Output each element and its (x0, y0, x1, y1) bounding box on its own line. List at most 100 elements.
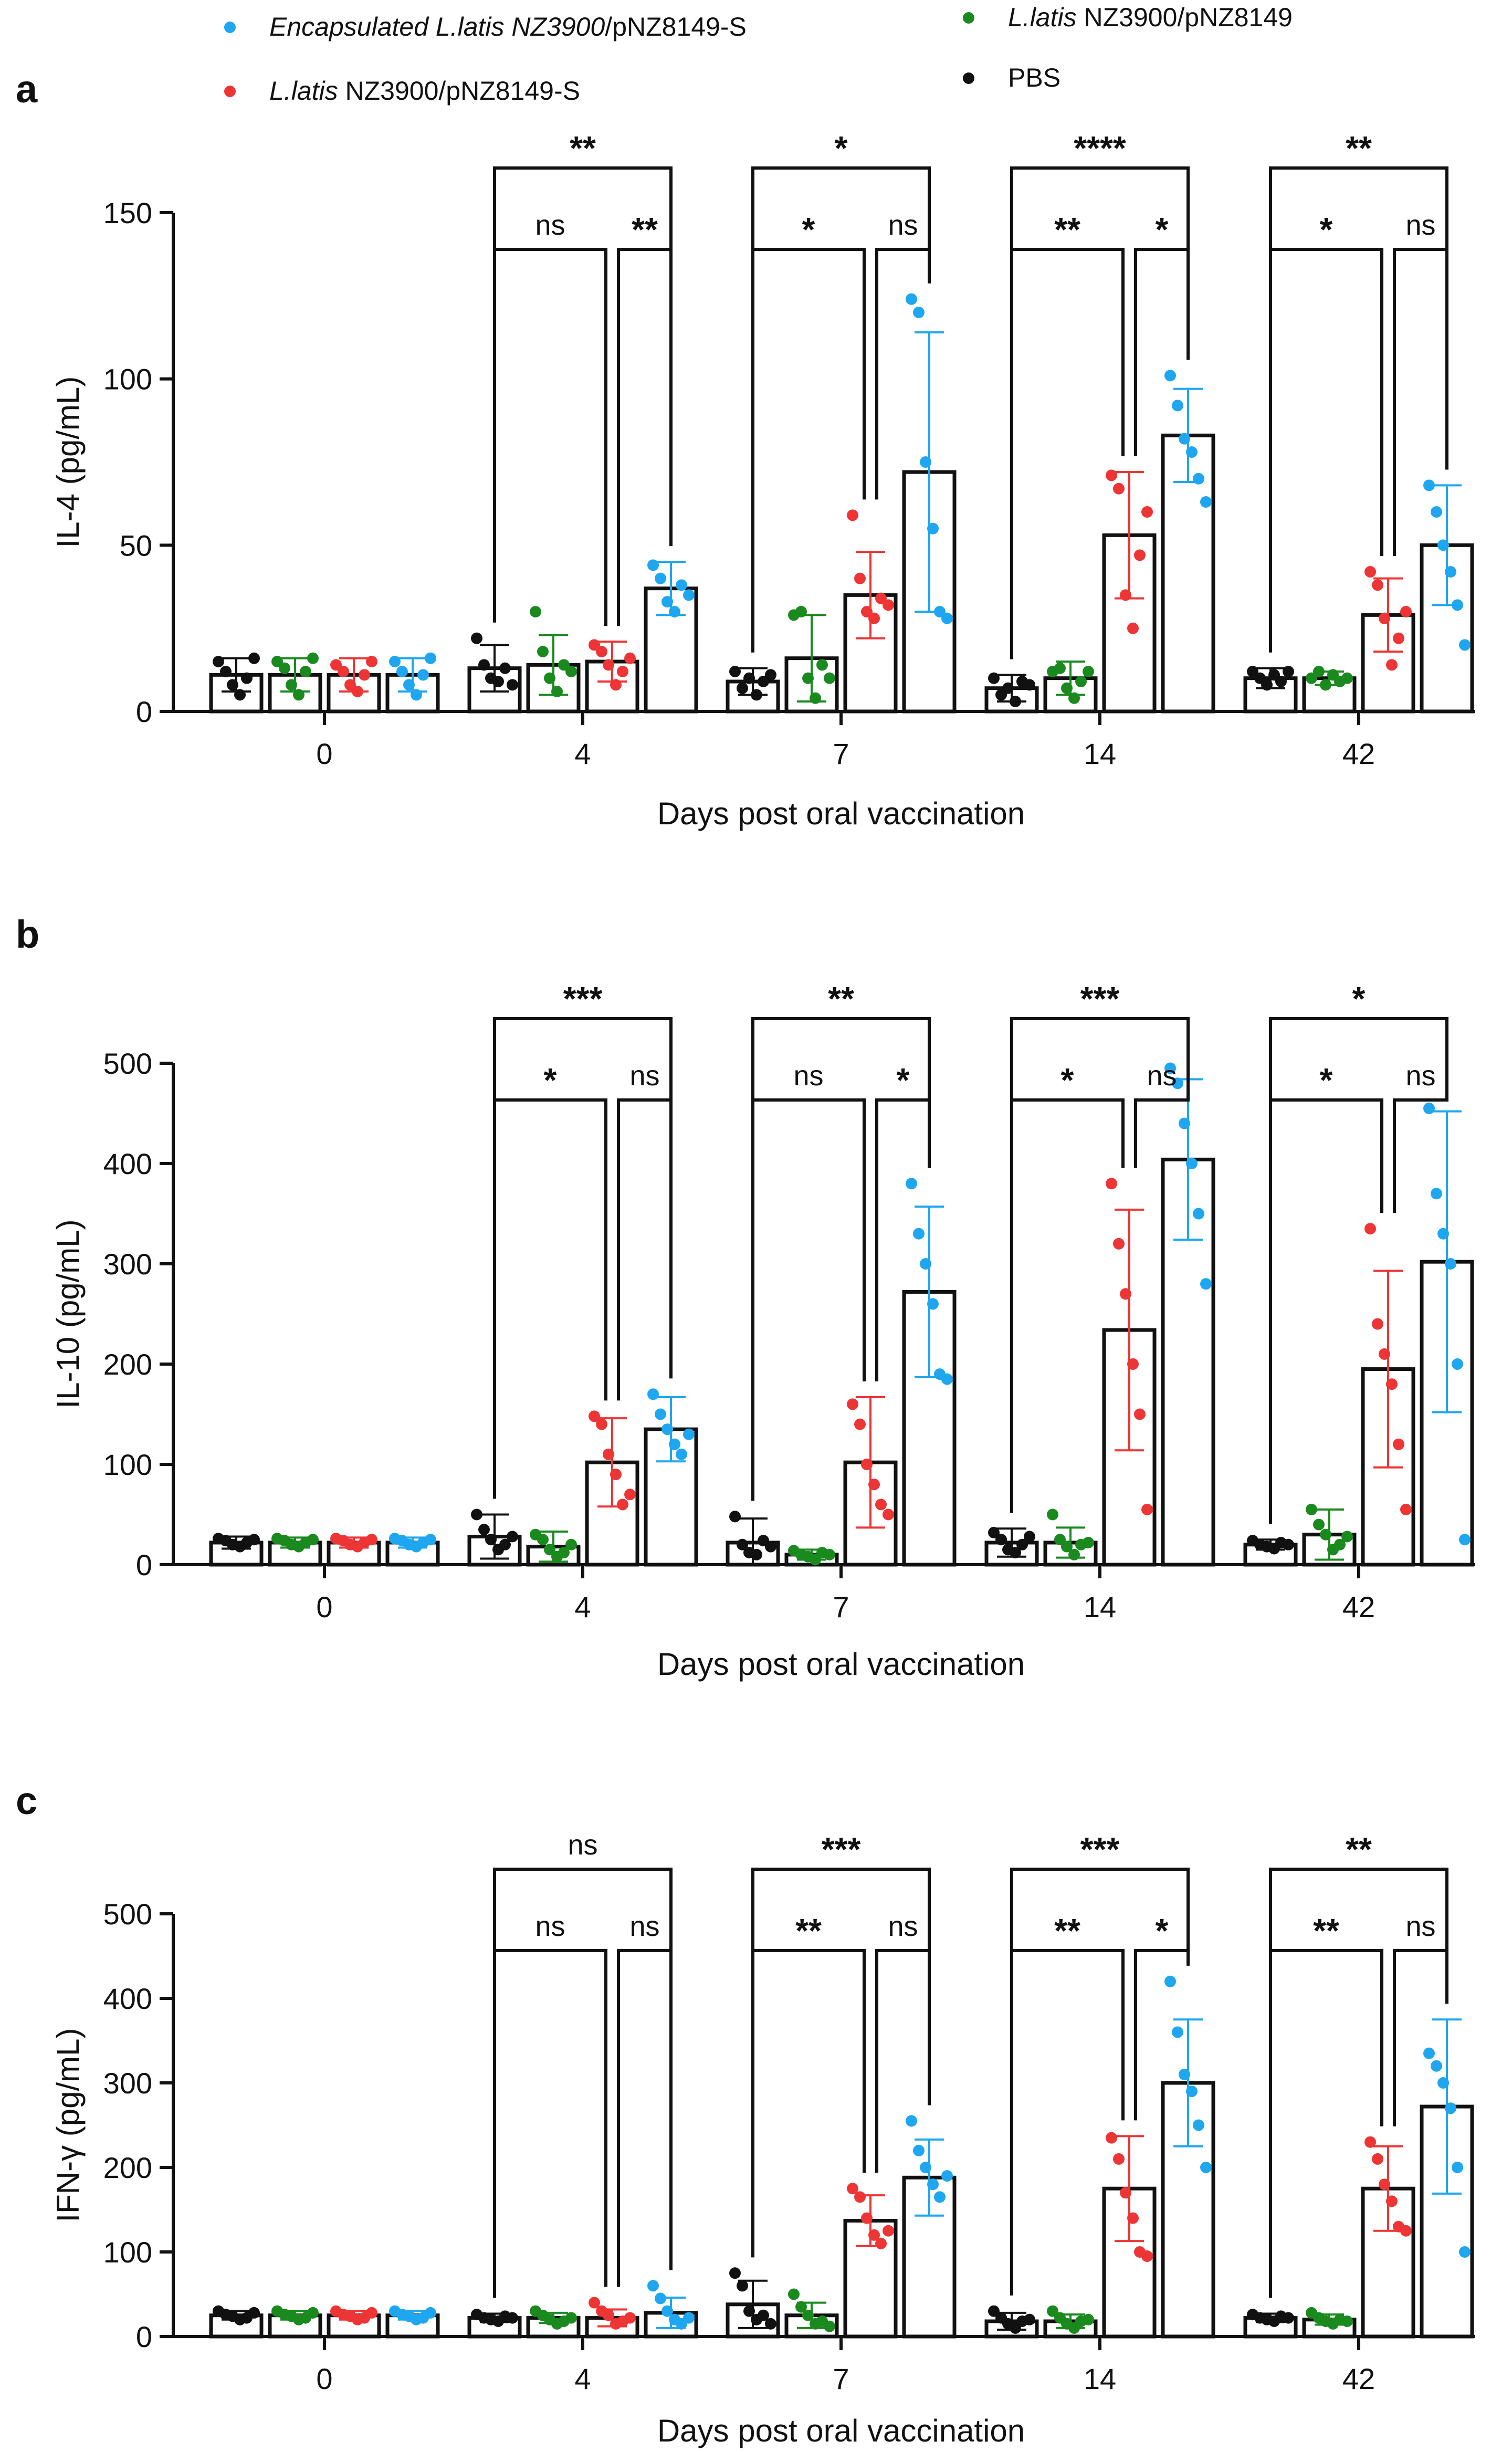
data-point (1364, 2136, 1376, 2148)
data-point (927, 1298, 939, 1310)
legend-label-plain: /pNZ8149-S (605, 12, 747, 41)
data-point (683, 1428, 695, 1440)
chart-panels: a 0 50 100 150 IL-4 (pg/mL) 0 4 7 14 42 Days post o… (16, 67, 1475, 2448)
y-tick-label: 0 (136, 1548, 152, 1581)
data-point (589, 2297, 600, 2309)
significance-label: ns (1405, 1911, 1435, 1942)
data-point (988, 2305, 1000, 2317)
y-tick-label: 100 (103, 1448, 152, 1481)
significance-label: *** (1080, 980, 1120, 1018)
data-point (478, 659, 490, 671)
data-point (1193, 473, 1204, 485)
data-point (920, 2162, 931, 2173)
y-axis-title: IFN-γ (pg/mL) (50, 2028, 86, 2222)
data-point (499, 662, 511, 674)
data-point (565, 1538, 577, 1550)
data-point (995, 1534, 1007, 1546)
data-point (617, 1499, 628, 1511)
data-point (1120, 2187, 1131, 2199)
data-point (507, 1531, 518, 1543)
significance-bracket (1134, 1052, 1190, 1168)
data-point (1364, 566, 1376, 578)
data-point (1186, 1158, 1198, 1169)
data-point (1061, 1541, 1073, 1553)
data-point (655, 1408, 666, 1420)
data-point (1320, 679, 1331, 691)
data-point (610, 1469, 622, 1481)
data-point (425, 2307, 436, 2319)
x-tick-label: 4 (574, 2362, 591, 2395)
significance-bracket (493, 1098, 607, 1499)
data-point (279, 662, 290, 674)
significance-label: * (835, 129, 848, 167)
data-point (988, 1526, 1000, 1538)
data-point (824, 2320, 835, 2332)
significance-label: * (1156, 1912, 1169, 1950)
data-point (403, 679, 415, 691)
data-point (596, 646, 607, 657)
data-point (913, 307, 925, 318)
data-point (307, 1534, 319, 1546)
data-point (1106, 2132, 1117, 2144)
data-point (1141, 1503, 1153, 1515)
legend-label-s: L.latis NZ3900/pNZ8149-S (269, 76, 580, 106)
x-tick-label: 4 (574, 1590, 591, 1623)
significance-bracket (1393, 248, 1448, 556)
data-point (1010, 1547, 1021, 1559)
data-point (1431, 1188, 1442, 1200)
data-point (1393, 632, 1404, 644)
data-point (1172, 400, 1183, 412)
x-tick-label: 14 (1084, 2362, 1116, 2395)
data-point (868, 612, 880, 624)
y-tick-label: 150 (103, 196, 152, 229)
data-point (1193, 2119, 1204, 2131)
data-point (1024, 2313, 1035, 2325)
x-tick-label: 14 (1084, 737, 1116, 770)
significance-label: **** (1074, 129, 1126, 167)
data-point (906, 1178, 917, 1190)
significance-bracket (1010, 1949, 1125, 2296)
y-tick-label: 0 (136, 2320, 152, 2353)
data-point (795, 2301, 807, 2313)
data-point (1386, 2195, 1398, 2207)
data-point (683, 589, 695, 601)
significance-bracket (617, 248, 673, 626)
data-point (241, 672, 253, 684)
data-point (1437, 2077, 1449, 2089)
data-point (1423, 1102, 1435, 1114)
legend-marker-lat (963, 12, 974, 24)
data-point (248, 1534, 260, 1546)
bar (1161, 1157, 1215, 1567)
data-point (1172, 1077, 1183, 1089)
data-point (1134, 549, 1146, 561)
data-point (624, 1489, 636, 1501)
data-point (868, 2229, 880, 2241)
significance-bracket (617, 1098, 673, 1401)
data-point (934, 2191, 946, 2203)
data-point (1400, 1503, 1412, 1515)
data-point (1437, 539, 1449, 551)
data-point (758, 676, 769, 687)
y-tick-label: 500 (103, 1047, 152, 1080)
data-point (1379, 612, 1390, 624)
data-point (927, 522, 939, 535)
data-point (1127, 1358, 1139, 1370)
data-point (795, 606, 807, 617)
significance-label: ns (793, 1060, 823, 1092)
data-point (1200, 2162, 1212, 2173)
data-point (624, 652, 636, 664)
significance-bracket (875, 1949, 931, 2173)
data-point (765, 1541, 776, 1553)
data-point (883, 2225, 894, 2237)
data-point (1306, 672, 1317, 684)
data-point (875, 1499, 887, 1511)
data-point (366, 2307, 377, 2319)
legend-label-italic: L.latis (269, 76, 338, 106)
data-point (330, 659, 342, 671)
data-point (485, 1534, 497, 1546)
data-point (847, 509, 858, 521)
data-point (603, 2309, 614, 2321)
data-point (765, 2318, 776, 2330)
data-point (1106, 1178, 1117, 1190)
data-point (366, 1534, 377, 1546)
